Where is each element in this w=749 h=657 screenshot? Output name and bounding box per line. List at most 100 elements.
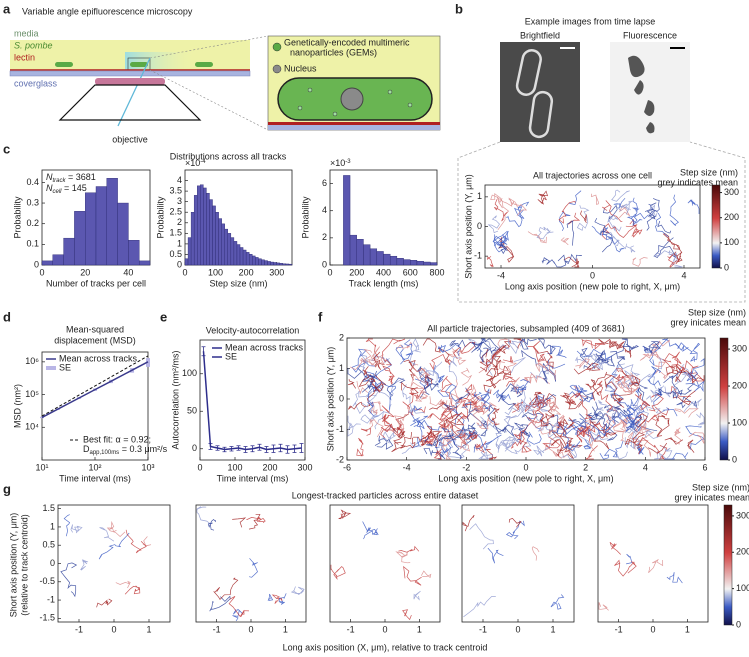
colorbar-tick-label: 200: [724, 212, 739, 222]
chart-title: Mean-squared: [66, 324, 124, 334]
gem: [307, 87, 313, 93]
annotation-subscript: track: [53, 178, 67, 184]
trajectory-texture: [457, 356, 467, 366]
colorbar-tick-label: 100: [736, 583, 749, 593]
y-axis-label: MSD (nm²): [12, 384, 22, 428]
trajectory-texture: [607, 214, 622, 232]
trajectory-texture: [653, 250, 675, 257]
trajectory-texture: [598, 602, 609, 611]
annotation-symbol: N: [46, 172, 53, 182]
trajectory-texture: [611, 431, 638, 450]
trajectory-texture: [476, 338, 501, 352]
x-tick-label: 0: [515, 624, 520, 634]
trajectory-texture: [666, 572, 683, 584]
trajectory-texture: [665, 365, 679, 375]
trajectory-texture: [536, 350, 554, 370]
trajectory-texture: [591, 412, 612, 431]
trajectory-texture: [565, 400, 583, 410]
y-tick-label: 0.3: [26, 197, 39, 207]
trajectory-texture: [330, 564, 346, 580]
trajectory-texture: [529, 419, 549, 429]
colorbar: [711, 184, 721, 269]
x-tick-label: -1: [75, 624, 83, 634]
trajectory-texture: [491, 407, 500, 425]
x-tick-label: 400: [376, 267, 391, 277]
bar: [396, 258, 404, 266]
x-tick-label: 0: [248, 624, 253, 634]
x-tick-label: 10²: [88, 462, 101, 472]
trajectory-texture: [609, 541, 621, 555]
y-tick-label: 3: [177, 196, 182, 206]
trajectory-texture: [644, 429, 659, 439]
trajectory-texture: [463, 383, 473, 401]
fit-line: [41, 355, 149, 417]
bar: [410, 260, 418, 266]
trajectory-texture: [510, 440, 532, 453]
trajectory-texture: [394, 414, 408, 432]
image-label: Fluorescence: [623, 30, 677, 40]
y-tick-label: 0.1: [26, 239, 39, 249]
trajectory-texture: [557, 418, 569, 435]
trajectory-texture: [142, 536, 152, 547]
trajectory-texture: [545, 392, 556, 412]
trajectory-texture: [516, 423, 529, 441]
trajectory-texture: [614, 559, 637, 577]
y-tick-label: -1: [47, 594, 55, 604]
trajectory-texture: [490, 192, 513, 207]
trajectory-texture: [631, 197, 649, 220]
colorbar-title: Step size (nm): [688, 307, 746, 317]
layer-label: media: [14, 28, 39, 38]
gem: [407, 102, 413, 108]
trajectory-texture: [585, 371, 618, 390]
trajectory-texture: [125, 529, 147, 554]
y-tick-label: 50: [187, 406, 197, 416]
error-bar: [257, 443, 262, 451]
trajectory-texture: [601, 417, 616, 437]
trajectory-texture: [624, 432, 646, 449]
y-tick-label: 1.5: [169, 228, 182, 238]
trajectory-texture: [576, 205, 590, 231]
panel-label: g: [3, 481, 11, 496]
inset-coverglass: [268, 125, 440, 130]
bar: [224, 228, 229, 266]
mean-line: [202, 351, 302, 451]
colorbar-tick-label: 300: [736, 510, 749, 520]
trajectory-texture: [338, 509, 352, 520]
trajectory-texture: [621, 338, 640, 353]
trajectory-texture: [524, 402, 542, 413]
trajectory-texture: [408, 359, 416, 381]
trajectory-texture: [369, 374, 384, 393]
trajectory-texture: [486, 256, 494, 268]
colorbar-tick-label: 200: [732, 380, 747, 390]
trajectory-texture: [596, 407, 604, 411]
trajectory-texture: [427, 404, 454, 422]
x-tick-label: 600: [403, 267, 418, 277]
trajectory-texture: [498, 236, 515, 263]
y-tick-label: 0: [192, 443, 197, 453]
trajectory-texture: [649, 393, 664, 412]
error-bar: [208, 443, 213, 450]
trajectory-texture: [401, 442, 422, 454]
bar: [209, 199, 213, 266]
trajectory-texture: [590, 424, 602, 440]
error-bar: [243, 446, 248, 453]
y-scale-label: ×10-4: [185, 158, 206, 168]
trajectory-texture: [496, 391, 506, 402]
y-tick-label: 1.5: [42, 503, 55, 513]
bar: [261, 259, 265, 266]
trajectory-texture: [671, 373, 687, 383]
trajectory-texture: [470, 400, 485, 413]
panel-label: c: [3, 141, 10, 156]
trajectory-texture: [635, 423, 651, 435]
x-tick-label: 1: [146, 624, 151, 634]
legend-gem: [272, 42, 282, 52]
x-tick-label: 4: [681, 270, 686, 280]
colorbar-tick-label: 300: [732, 343, 747, 353]
colorbar-tick-label: 0: [724, 262, 729, 272]
y-axis-label: Probability: [300, 196, 310, 239]
trajectory-texture: [601, 200, 623, 222]
trajectory-texture: [529, 372, 550, 385]
trajectory-texture: [602, 226, 609, 236]
trajectory-texture: [453, 342, 476, 360]
cell-outline: [528, 90, 554, 139]
